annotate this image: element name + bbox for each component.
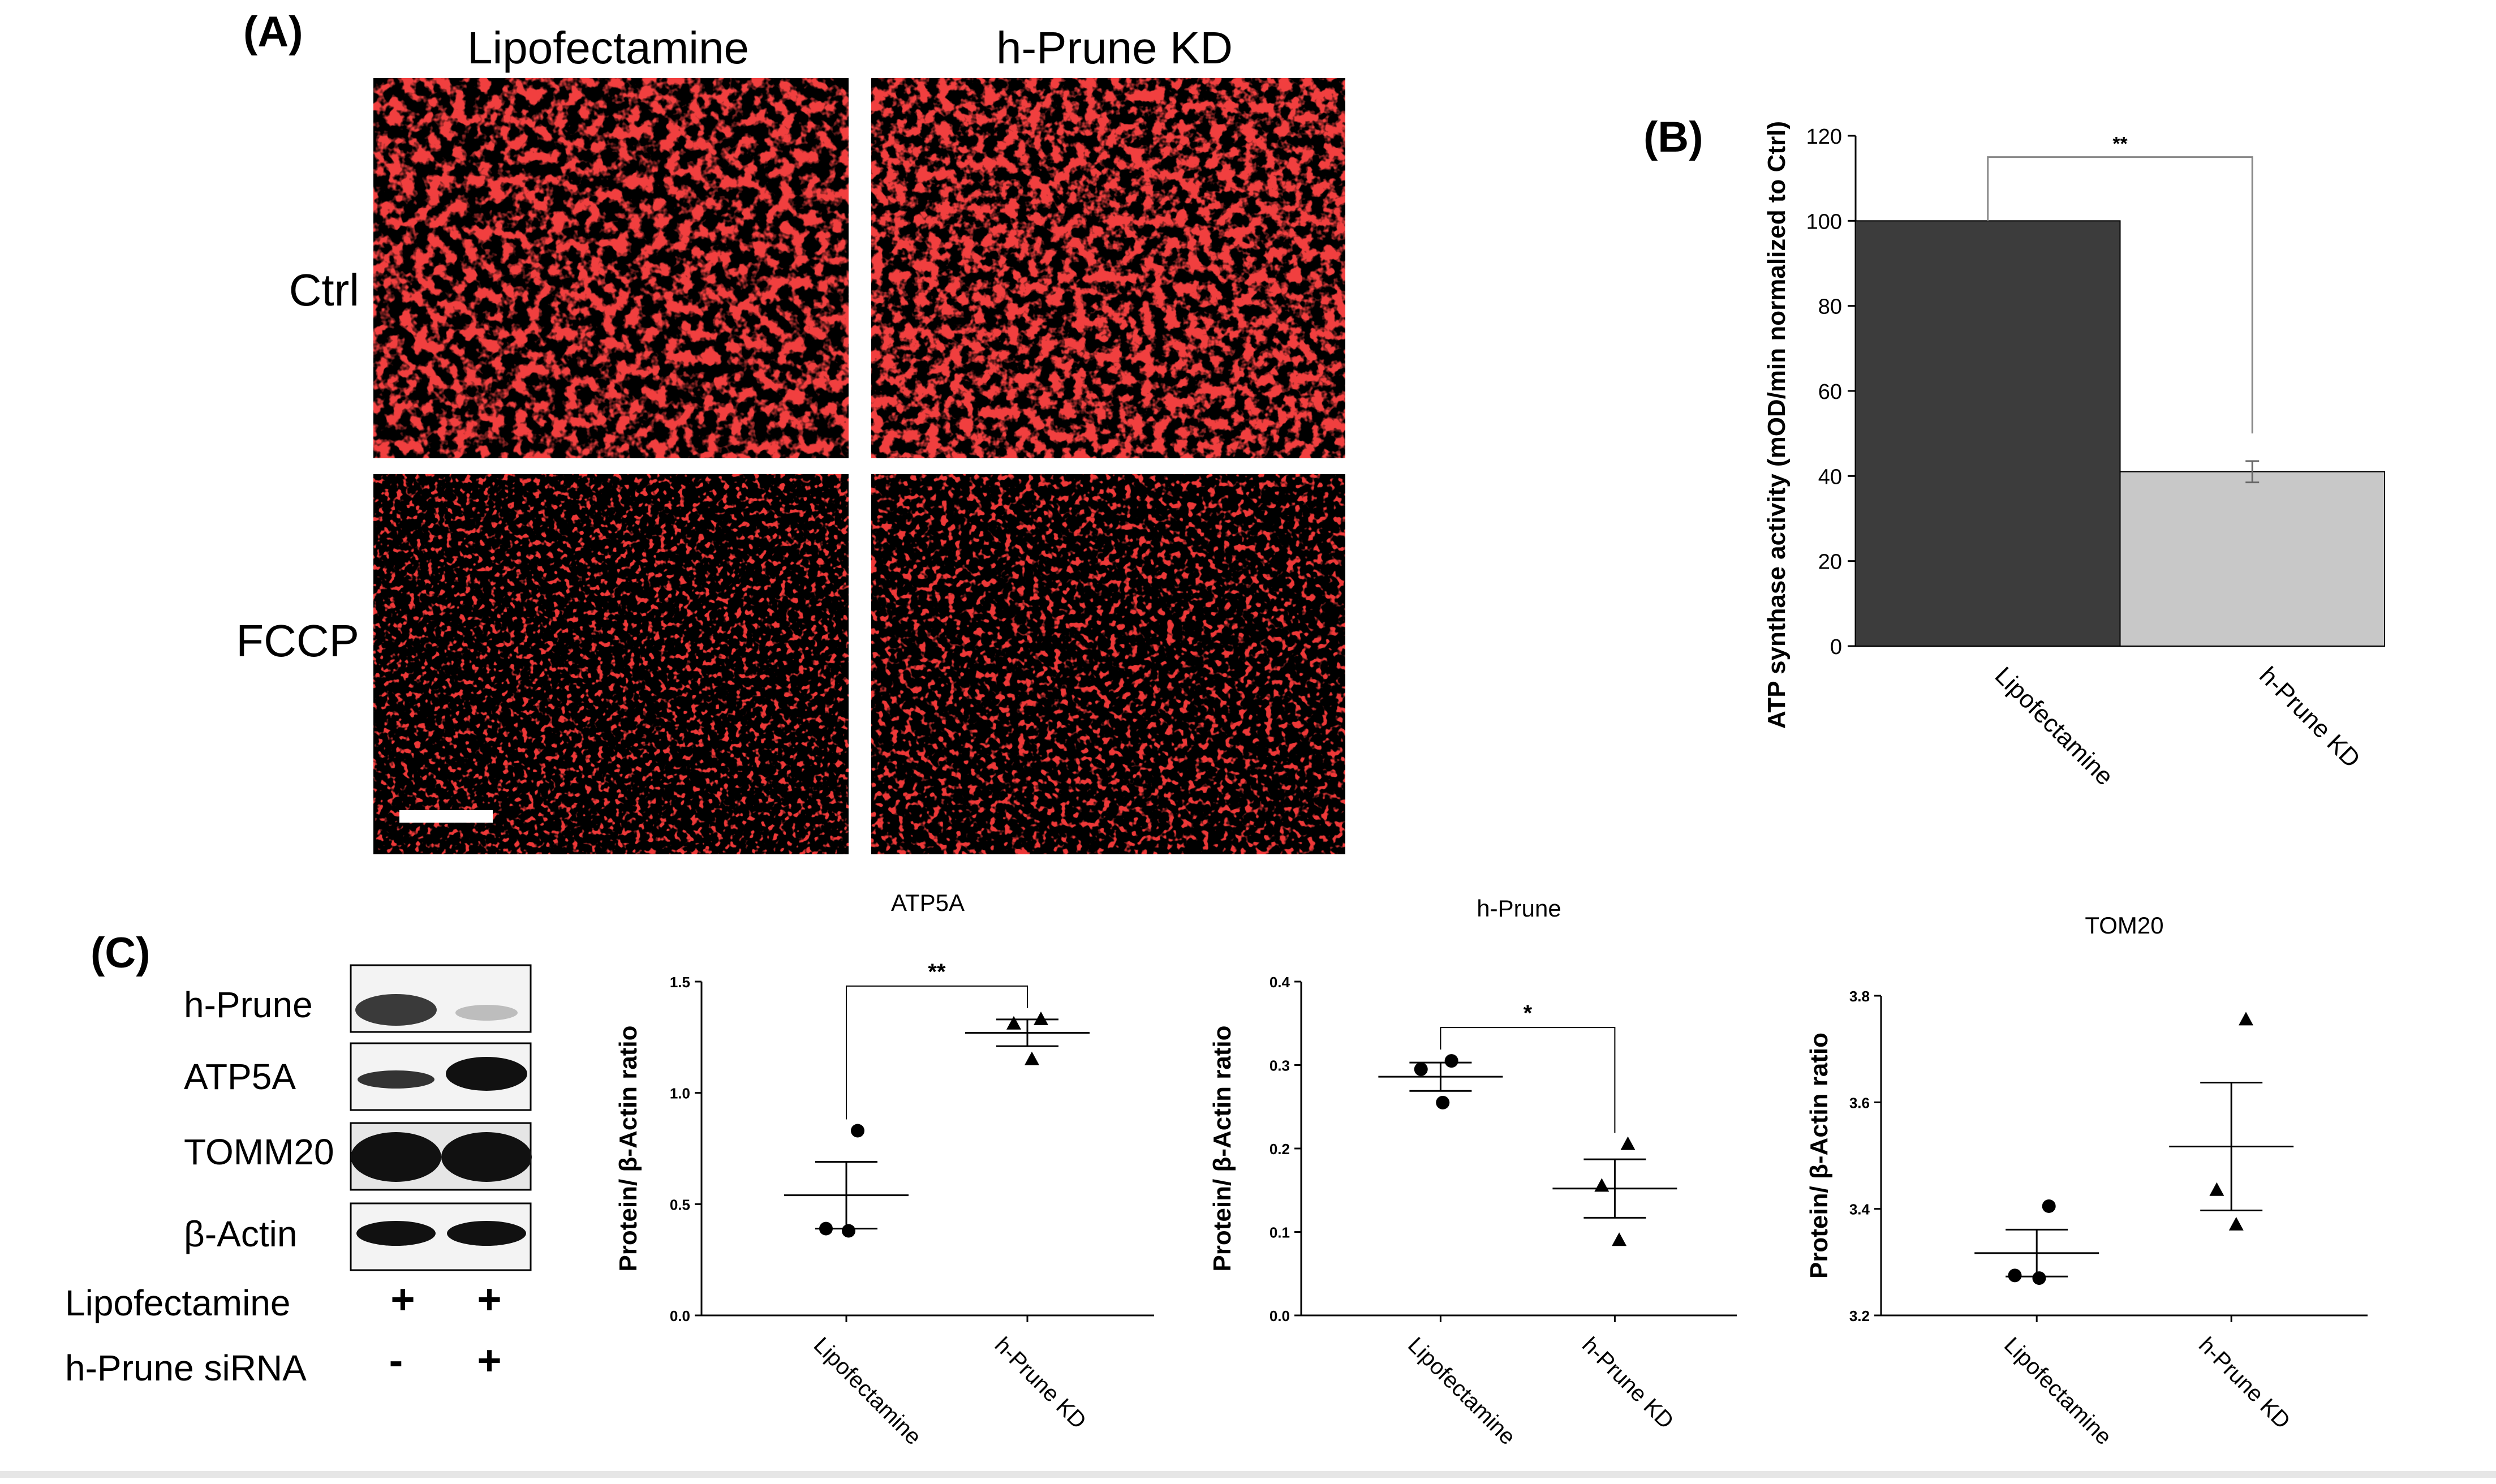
y-axis-label: ATP synthase activity (mOD/min normalize… bbox=[1763, 121, 1791, 729]
data-point bbox=[1594, 1178, 1610, 1192]
y-tick-label: 0 bbox=[1830, 635, 1842, 659]
treatment-mark-sirna-lane1: - bbox=[389, 1337, 403, 1384]
data-point bbox=[2008, 1268, 2022, 1283]
data-point bbox=[2228, 1216, 2244, 1231]
micrograph-fccp-hprune-kd bbox=[871, 474, 1345, 854]
data-point bbox=[1444, 1054, 1458, 1068]
data-point bbox=[2042, 1199, 2056, 1213]
data-point bbox=[1414, 1062, 1428, 1076]
blot-strip-tomm20 bbox=[350, 1122, 532, 1191]
chart-atp5a: ATP5A 0.0 0.5 1.0 1.5 Lipofectamine h-Prune KD… bbox=[614, 889, 1154, 1449]
data-point bbox=[1025, 1051, 1039, 1065]
y-tick-label: 3.2 bbox=[1849, 1307, 1870, 1324]
treatment-mark-lipo-lane1: + bbox=[390, 1276, 415, 1323]
treatment-mark-lipo-lane2: + bbox=[477, 1276, 501, 1323]
y-tick-label: 40 bbox=[1818, 465, 1842, 489]
x-tick-label: Lipofectamine bbox=[809, 1332, 926, 1449]
data-point bbox=[1034, 1011, 1048, 1025]
x-tick-label: Lipofectamine bbox=[1990, 661, 2119, 790]
bottom-divider bbox=[0, 1471, 2496, 1478]
significance-marker: ** bbox=[928, 960, 946, 984]
micrograph-fccp-lipofectamine bbox=[373, 474, 849, 854]
significance-bracket bbox=[1987, 156, 2253, 434]
chart-atp-synthase: 0 20 40 60 80 100 120 Lipofectamine h-Prune KD **… bbox=[1763, 121, 2385, 791]
blot-strip-beta-actin bbox=[350, 1202, 532, 1271]
y-tick-label: 0.4 bbox=[1269, 974, 1290, 991]
data-point bbox=[1006, 1016, 1021, 1030]
y-tick-label: 0.1 bbox=[1269, 1224, 1290, 1241]
panel-c: (C) h-Prune ATP5A TOMM20 β-Actin bbox=[65, 889, 2368, 1449]
column-header-lipofectamine: Lipofectamine bbox=[467, 23, 749, 73]
blot-label-hprune: h-Prune bbox=[184, 984, 313, 1025]
blot-strip-hprune bbox=[350, 964, 532, 1033]
y-tick-label: 0.3 bbox=[1269, 1057, 1290, 1074]
y-tick-label: 120 bbox=[1806, 125, 1842, 149]
blot-label-beta-actin: β-Actin bbox=[184, 1214, 297, 1254]
x-tick-label: h-Prune KD bbox=[2254, 661, 2365, 773]
row-label-fccp: FCCP bbox=[236, 616, 359, 666]
y-tick-label: 3.8 bbox=[1849, 988, 1870, 1005]
x-tick-label: h-Prune KD bbox=[2194, 1332, 2295, 1434]
significance-bracket bbox=[1440, 1027, 1616, 1133]
western-blot: h-Prune ATP5A TOMM20 β-Actin bbox=[65, 964, 532, 1388]
chart-tom20: TOM20 3.2 3.4 3.6 3.8 Lipofectamine h-Prune KD… bbox=[1805, 912, 2368, 1449]
significance-marker: ** bbox=[2112, 134, 2128, 155]
significance-marker: * bbox=[1524, 1001, 1533, 1026]
micrograph-ctrl-lipofectamine bbox=[373, 78, 849, 458]
data-point bbox=[1620, 1136, 1636, 1150]
data-point bbox=[2032, 1271, 2046, 1285]
data-point bbox=[2239, 1012, 2253, 1026]
data-point bbox=[842, 1224, 855, 1238]
panel-b: (B) 0 20 40 60 80 100 120 Lipofectamine h-Prune … bbox=[1643, 113, 2385, 791]
treatment-label-lipofectamine: Lipofectamine bbox=[65, 1283, 290, 1323]
chart-title: ATP5A bbox=[891, 889, 965, 916]
data-point bbox=[851, 1124, 864, 1138]
y-tick-label: 0.0 bbox=[1269, 1307, 1290, 1324]
bar bbox=[2119, 471, 2385, 647]
x-tick-label: h-Prune KD bbox=[1577, 1332, 1679, 1434]
y-tick-label: 3.6 bbox=[1849, 1094, 1870, 1111]
panel-a: (A) Lipofectamine h-Prune KD Ctrl FCCP bbox=[236, 8, 1345, 854]
y-tick-label: 1.0 bbox=[670, 1085, 690, 1102]
row-label-ctrl: Ctrl bbox=[289, 265, 359, 315]
treatment-mark-sirna-lane2: + bbox=[477, 1337, 501, 1384]
column-header-hprune-kd: h-Prune KD bbox=[996, 23, 1233, 73]
panel-b-label: (B) bbox=[1643, 113, 1703, 161]
y-tick-label: 80 bbox=[1818, 295, 1842, 319]
y-tick-label: 20 bbox=[1818, 550, 1842, 574]
y-tick-label: 0.2 bbox=[1269, 1141, 1290, 1158]
data-point bbox=[819, 1221, 833, 1236]
y-tick-label: 60 bbox=[1818, 380, 1842, 404]
blot-label-tomm20: TOMM20 bbox=[184, 1132, 334, 1172]
blot-label-atp5a: ATP5A bbox=[184, 1056, 296, 1097]
panel-a-label: (A) bbox=[243, 8, 303, 56]
y-tick-label: 100 bbox=[1806, 210, 1842, 234]
micrograph-ctrl-hprune-kd bbox=[871, 78, 1345, 458]
x-tick-label: Lipofectamine bbox=[1999, 1332, 2116, 1449]
chart-hprune: h-Prune 0.0 0.1 0.2 0.3 0.4 Lipofectamine h-Pru… bbox=[1208, 895, 1737, 1449]
y-tick-label: 3.4 bbox=[1849, 1201, 1870, 1218]
chart-title: h-Prune bbox=[1477, 895, 1561, 922]
blot-strip-atp5a bbox=[350, 1042, 532, 1111]
treatment-label-hprune-sirna: h-Prune siRNA bbox=[65, 1348, 307, 1388]
y-tick-label: 0.0 bbox=[670, 1307, 690, 1324]
data-point bbox=[1436, 1095, 1450, 1109]
chart-title: TOM20 bbox=[2085, 912, 2163, 939]
scale-bar bbox=[399, 810, 493, 823]
x-tick-label: h-Prune KD bbox=[990, 1332, 1091, 1434]
y-tick-label: 1.5 bbox=[670, 974, 690, 991]
y-axis-label: Protein/ β-Actin ratio bbox=[614, 1025, 642, 1271]
y-axis-label: Protein/ β-Actin ratio bbox=[1208, 1025, 1236, 1271]
data-point bbox=[1612, 1232, 1627, 1246]
bar bbox=[1855, 220, 2121, 647]
y-axis-label: Protein/ β-Actin ratio bbox=[1805, 1033, 1833, 1279]
y-tick-label: 0.5 bbox=[670, 1196, 690, 1213]
significance-bracket bbox=[846, 985, 1028, 1120]
panel-c-label: (C) bbox=[91, 929, 150, 977]
x-tick-label: Lipofectamine bbox=[1403, 1332, 1520, 1449]
data-point bbox=[2209, 1182, 2224, 1196]
